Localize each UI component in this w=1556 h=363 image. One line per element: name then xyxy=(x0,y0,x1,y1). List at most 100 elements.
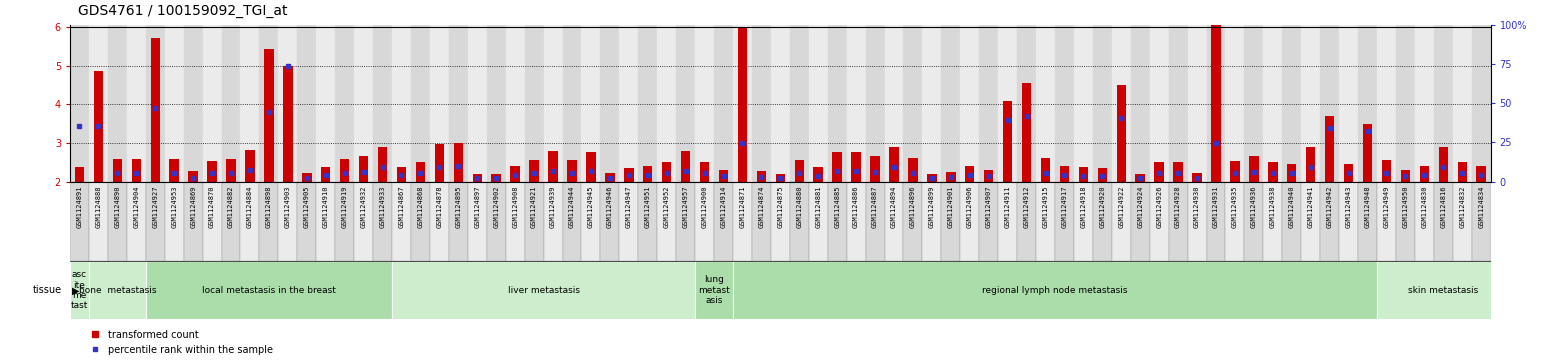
Bar xyxy=(888,147,899,182)
Text: GSM1124902: GSM1124902 xyxy=(493,185,499,228)
Bar xyxy=(884,182,904,261)
Text: GSM1124926: GSM1124926 xyxy=(1156,185,1162,228)
Bar xyxy=(543,182,563,261)
Bar xyxy=(241,25,260,182)
Bar xyxy=(1396,25,1414,182)
Bar xyxy=(1249,156,1259,182)
Bar xyxy=(1377,182,1396,261)
Text: GSM1124868: GSM1124868 xyxy=(417,185,423,228)
Text: GSM1124878: GSM1124878 xyxy=(436,185,442,228)
Bar xyxy=(1433,182,1453,261)
Bar xyxy=(112,159,121,182)
Bar xyxy=(1192,173,1201,182)
Bar xyxy=(696,261,733,319)
Bar xyxy=(657,182,677,261)
Bar xyxy=(979,182,997,261)
Bar xyxy=(1113,182,1131,261)
Text: GSM1124941: GSM1124941 xyxy=(1307,185,1313,228)
Text: GSM1124912: GSM1124912 xyxy=(1024,185,1030,228)
Bar xyxy=(733,261,1377,319)
Bar xyxy=(696,182,714,261)
Bar xyxy=(202,182,221,261)
Bar xyxy=(1305,147,1315,182)
Text: GSM1124900: GSM1124900 xyxy=(702,185,708,228)
Text: GSM1124928: GSM1124928 xyxy=(1175,185,1181,228)
Legend: transformed count, percentile rank within the sample: transformed count, percentile rank withi… xyxy=(90,330,272,355)
Bar xyxy=(814,167,823,182)
Bar xyxy=(1319,182,1340,261)
Bar xyxy=(1169,25,1187,182)
Bar xyxy=(983,170,993,182)
Bar xyxy=(1187,182,1206,261)
Bar xyxy=(997,25,1018,182)
Bar xyxy=(1377,25,1396,182)
Bar xyxy=(1414,25,1433,182)
Text: GSM1124935: GSM1124935 xyxy=(1232,185,1239,228)
Bar xyxy=(468,182,487,261)
Text: GSM1124816: GSM1124816 xyxy=(1441,185,1446,228)
Bar xyxy=(790,182,809,261)
Bar xyxy=(809,25,828,182)
Bar xyxy=(619,25,638,182)
Text: GSM1124897: GSM1124897 xyxy=(475,185,481,228)
Bar xyxy=(752,25,770,182)
Bar xyxy=(714,182,733,261)
Bar xyxy=(1206,182,1226,261)
Bar xyxy=(770,25,790,182)
Bar xyxy=(1245,25,1263,182)
Bar xyxy=(1363,124,1372,182)
Bar xyxy=(1036,182,1055,261)
Bar xyxy=(392,25,411,182)
Text: GSM1124922: GSM1124922 xyxy=(1119,185,1125,228)
Bar xyxy=(927,174,937,182)
Text: GSM1124830: GSM1124830 xyxy=(1421,185,1427,228)
Bar xyxy=(1282,25,1301,182)
Bar xyxy=(1396,182,1414,261)
Text: GSM1124914: GSM1124914 xyxy=(720,185,727,228)
Bar xyxy=(429,182,448,261)
Bar xyxy=(202,25,221,182)
Bar xyxy=(563,25,582,182)
Bar xyxy=(359,156,369,182)
Bar xyxy=(587,152,596,182)
Bar xyxy=(373,182,392,261)
Text: GSM1124910: GSM1124910 xyxy=(322,185,328,228)
Bar xyxy=(752,182,770,261)
Text: GDS4761 / 100159092_TGI_at: GDS4761 / 100159092_TGI_at xyxy=(78,4,288,18)
Bar xyxy=(909,158,918,182)
Text: local metastasis in the breast: local metastasis in the breast xyxy=(202,286,336,295)
Bar xyxy=(832,152,842,182)
Bar xyxy=(1453,182,1472,261)
Text: GSM1124911: GSM1124911 xyxy=(1005,185,1011,228)
Bar xyxy=(1211,16,1221,182)
Bar xyxy=(1131,25,1150,182)
Bar xyxy=(1472,182,1491,261)
Text: GSM1124952: GSM1124952 xyxy=(664,185,669,228)
Text: GSM1124885: GSM1124885 xyxy=(834,185,840,228)
Bar xyxy=(1268,162,1277,182)
Bar xyxy=(1477,166,1486,182)
Bar xyxy=(638,182,657,261)
Bar xyxy=(448,182,468,261)
Bar xyxy=(1358,182,1377,261)
Bar xyxy=(775,174,786,182)
Text: GSM1124899: GSM1124899 xyxy=(929,185,935,228)
Text: GSM1124957: GSM1124957 xyxy=(683,185,689,228)
Text: GSM1124917: GSM1124917 xyxy=(1061,185,1067,228)
Text: GSM1124890: GSM1124890 xyxy=(115,185,120,228)
Bar xyxy=(1301,25,1319,182)
Bar xyxy=(1324,116,1335,182)
Bar xyxy=(624,168,633,182)
Bar xyxy=(128,25,146,182)
Bar xyxy=(70,261,89,319)
Bar xyxy=(473,174,482,182)
Text: ▶: ▶ xyxy=(72,285,79,295)
Bar xyxy=(643,166,652,182)
Bar xyxy=(733,182,752,261)
Bar xyxy=(339,159,350,182)
Bar xyxy=(397,167,406,182)
Bar xyxy=(543,25,563,182)
Bar xyxy=(146,261,392,319)
Bar xyxy=(1113,25,1131,182)
Bar xyxy=(582,25,601,182)
